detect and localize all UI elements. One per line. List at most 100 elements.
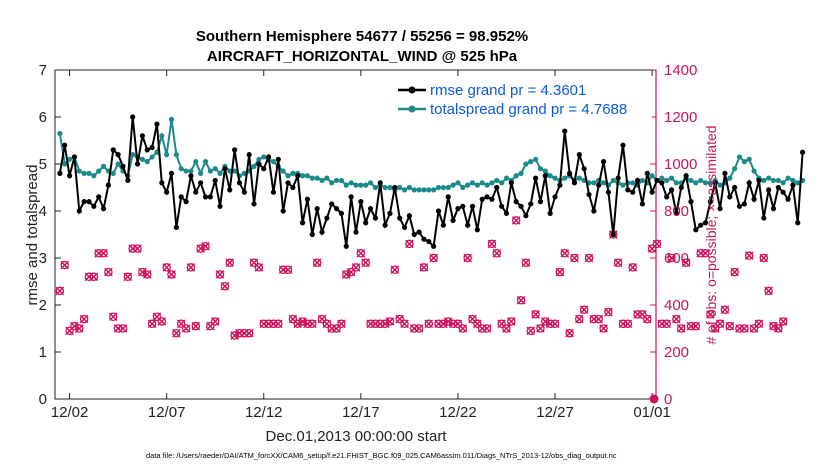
obs-possible-point <box>230 331 239 340</box>
obs-possible-point <box>152 312 162 321</box>
obs-assimilated-point <box>560 249 570 258</box>
rmse-point <box>766 187 772 193</box>
obs-possible-point <box>201 241 210 251</box>
obs-assimilated-point <box>274 319 283 329</box>
y-tick-label: 6 <box>39 109 47 126</box>
rmse-point <box>372 215 379 221</box>
obs-possible-point <box>774 324 783 333</box>
obs-possible-point <box>443 317 453 326</box>
obs-possible-point <box>240 328 249 338</box>
rmse-point <box>198 180 204 186</box>
obs-possible-point <box>550 319 560 329</box>
rmse-point <box>518 203 524 209</box>
x-tick-label: 12/17 <box>342 404 380 421</box>
rmse-point <box>440 222 446 228</box>
obs-possible-point <box>206 321 215 331</box>
y-tick-label: 1 <box>39 344 47 361</box>
obs-possible-point <box>662 319 671 329</box>
rmse-point <box>639 201 646 207</box>
totalspread-point <box>251 163 257 169</box>
obs-possible-point <box>167 270 176 279</box>
totalspread-point <box>736 154 743 160</box>
obs-assimilated-point <box>691 321 701 331</box>
obs-possible-point <box>715 319 725 329</box>
rmse-point <box>654 177 660 184</box>
totalspread-point <box>600 180 607 186</box>
rmse-point <box>178 194 184 200</box>
obs-possible-point <box>647 244 657 253</box>
obs-possible-point <box>676 324 686 333</box>
obs-assimilated-point <box>220 281 230 291</box>
rmse-point <box>382 222 388 228</box>
obs-assimilated-point <box>613 258 623 267</box>
obs-assimilated-point <box>439 319 448 329</box>
obs-possible-point <box>118 324 128 333</box>
obs-possible-point <box>400 319 409 329</box>
totalspread-point <box>91 173 97 179</box>
totalspread-point <box>358 182 364 188</box>
obs-possible-point <box>730 267 739 277</box>
obs-possible-point <box>409 324 419 333</box>
rmse-point <box>732 184 738 191</box>
rmse-point <box>445 194 451 200</box>
y-tick-label: 0 <box>39 391 47 408</box>
rmse-point <box>673 210 679 216</box>
rmse-point <box>270 189 277 195</box>
rmse-point <box>659 180 665 186</box>
series-line-rmse <box>58 116 804 249</box>
rmse-point <box>581 166 587 172</box>
rmse-point <box>586 191 592 198</box>
obs-assimilated-point <box>380 319 390 329</box>
obs-assimilated-point <box>672 314 681 324</box>
obs-assimilated-point <box>351 263 361 272</box>
obs-assimilated-point <box>526 326 536 336</box>
rmse-point <box>188 173 194 179</box>
rmse-point <box>338 210 345 216</box>
rmse-point <box>722 170 728 176</box>
obs-possible-point <box>274 319 283 329</box>
obs-possible-point <box>312 258 322 267</box>
rmse-point <box>193 189 199 195</box>
obs-assimilated-point <box>79 314 89 324</box>
obs-possible-point <box>60 260 69 270</box>
obs-possible-point <box>468 314 477 324</box>
rmse-point <box>664 194 670 200</box>
rmse-point <box>246 152 252 158</box>
rmse-point <box>139 133 145 139</box>
obs-possible-point <box>448 319 458 329</box>
totalspread-point <box>751 168 757 174</box>
rmse-point <box>275 156 281 162</box>
totalspread-point <box>528 159 534 165</box>
totalspread-point <box>270 159 277 165</box>
obs-assimilated-point <box>764 286 773 296</box>
totalspread-point <box>96 168 102 174</box>
y2-tick-label: 1000 <box>664 156 697 173</box>
obs-assimilated-point <box>541 317 550 326</box>
totalspread-point <box>363 182 369 188</box>
obs-assimilated-point <box>681 258 691 267</box>
rmse-point <box>489 196 495 202</box>
totalspread-point <box>382 184 388 191</box>
rmse-point <box>465 222 471 228</box>
obs-possible-point <box>308 319 317 329</box>
obs-assimilated-point <box>429 253 438 263</box>
obs-assimilated-point <box>536 324 545 333</box>
rmse-point <box>309 231 315 238</box>
totalspread-point <box>314 175 320 181</box>
obs-assimilated-point <box>337 319 346 329</box>
obs-assimilated-point <box>424 319 434 329</box>
rmse-point <box>421 236 427 242</box>
obs-assimilated-point <box>414 324 424 333</box>
obs-possible-point <box>710 324 720 333</box>
obs-possible-point <box>769 321 778 331</box>
obs-assimilated-point <box>604 307 613 317</box>
totalspread-point <box>693 180 699 186</box>
rmse-point <box>86 199 92 205</box>
obs-possible-point <box>75 324 84 333</box>
totalspread-point <box>168 116 175 122</box>
totalspread-point <box>785 175 791 181</box>
obs-assimilated-point <box>60 260 70 270</box>
totalspread-point <box>795 180 801 186</box>
rmse-point <box>751 196 757 202</box>
obs-possible-point <box>142 270 152 279</box>
